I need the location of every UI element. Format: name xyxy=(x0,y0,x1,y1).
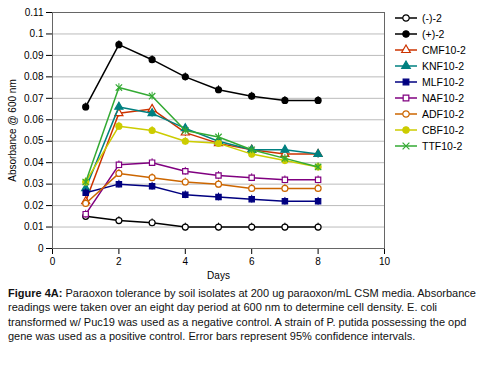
html-text:NAF10-2: NAF10-2 xyxy=(422,92,464,104)
svg-text:Days: Days xyxy=(207,270,230,281)
html-text:KNF10-2: KNF10-2 xyxy=(422,60,464,72)
svg-text:0.07: 0.07 xyxy=(24,93,44,104)
html-text:CBF10-2: CBF10-2 xyxy=(422,124,464,136)
svg-text:8: 8 xyxy=(315,256,321,267)
svg-text:6: 6 xyxy=(249,256,255,267)
svg-text:0.05: 0.05 xyxy=(24,135,44,146)
svg-text:10: 10 xyxy=(379,256,391,267)
svg-text:Absorbance @ 600 nm: Absorbance @ 600 nm xyxy=(7,79,18,181)
html-text:CMF10-2: CMF10-2 xyxy=(422,44,466,56)
svg-text:2: 2 xyxy=(116,256,122,267)
svg-text:0.1: 0.1 xyxy=(30,28,44,39)
svg-text:4: 4 xyxy=(183,256,189,267)
svg-text:0.01: 0.01 xyxy=(24,221,44,232)
svg-text:0.06: 0.06 xyxy=(24,114,44,125)
html-text:TTF10-2: TTF10-2 xyxy=(422,140,463,152)
svg-text:0.04: 0.04 xyxy=(24,157,44,168)
html-text:(-)-2: (-)-2 xyxy=(422,12,442,24)
html-text:ADF10-2: ADF10-2 xyxy=(422,108,464,120)
html-text:(+)-2: (+)-2 xyxy=(422,28,445,40)
svg-text:0.03: 0.03 xyxy=(24,178,44,189)
html-text:Figure 4A: Paraoxon tolerance: Figure 4A: Paraoxon tolerance by soil is… xyxy=(8,287,476,342)
html-text:MLF10-2: MLF10-2 xyxy=(422,76,464,88)
svg-text:0: 0 xyxy=(50,256,56,267)
svg-text:0.09: 0.09 xyxy=(24,50,44,61)
svg-text:0.08: 0.08 xyxy=(24,71,44,82)
svg-text:0.11: 0.11 xyxy=(25,7,44,18)
svg-text:0: 0 xyxy=(38,243,44,254)
svg-text:0.02: 0.02 xyxy=(24,200,44,211)
